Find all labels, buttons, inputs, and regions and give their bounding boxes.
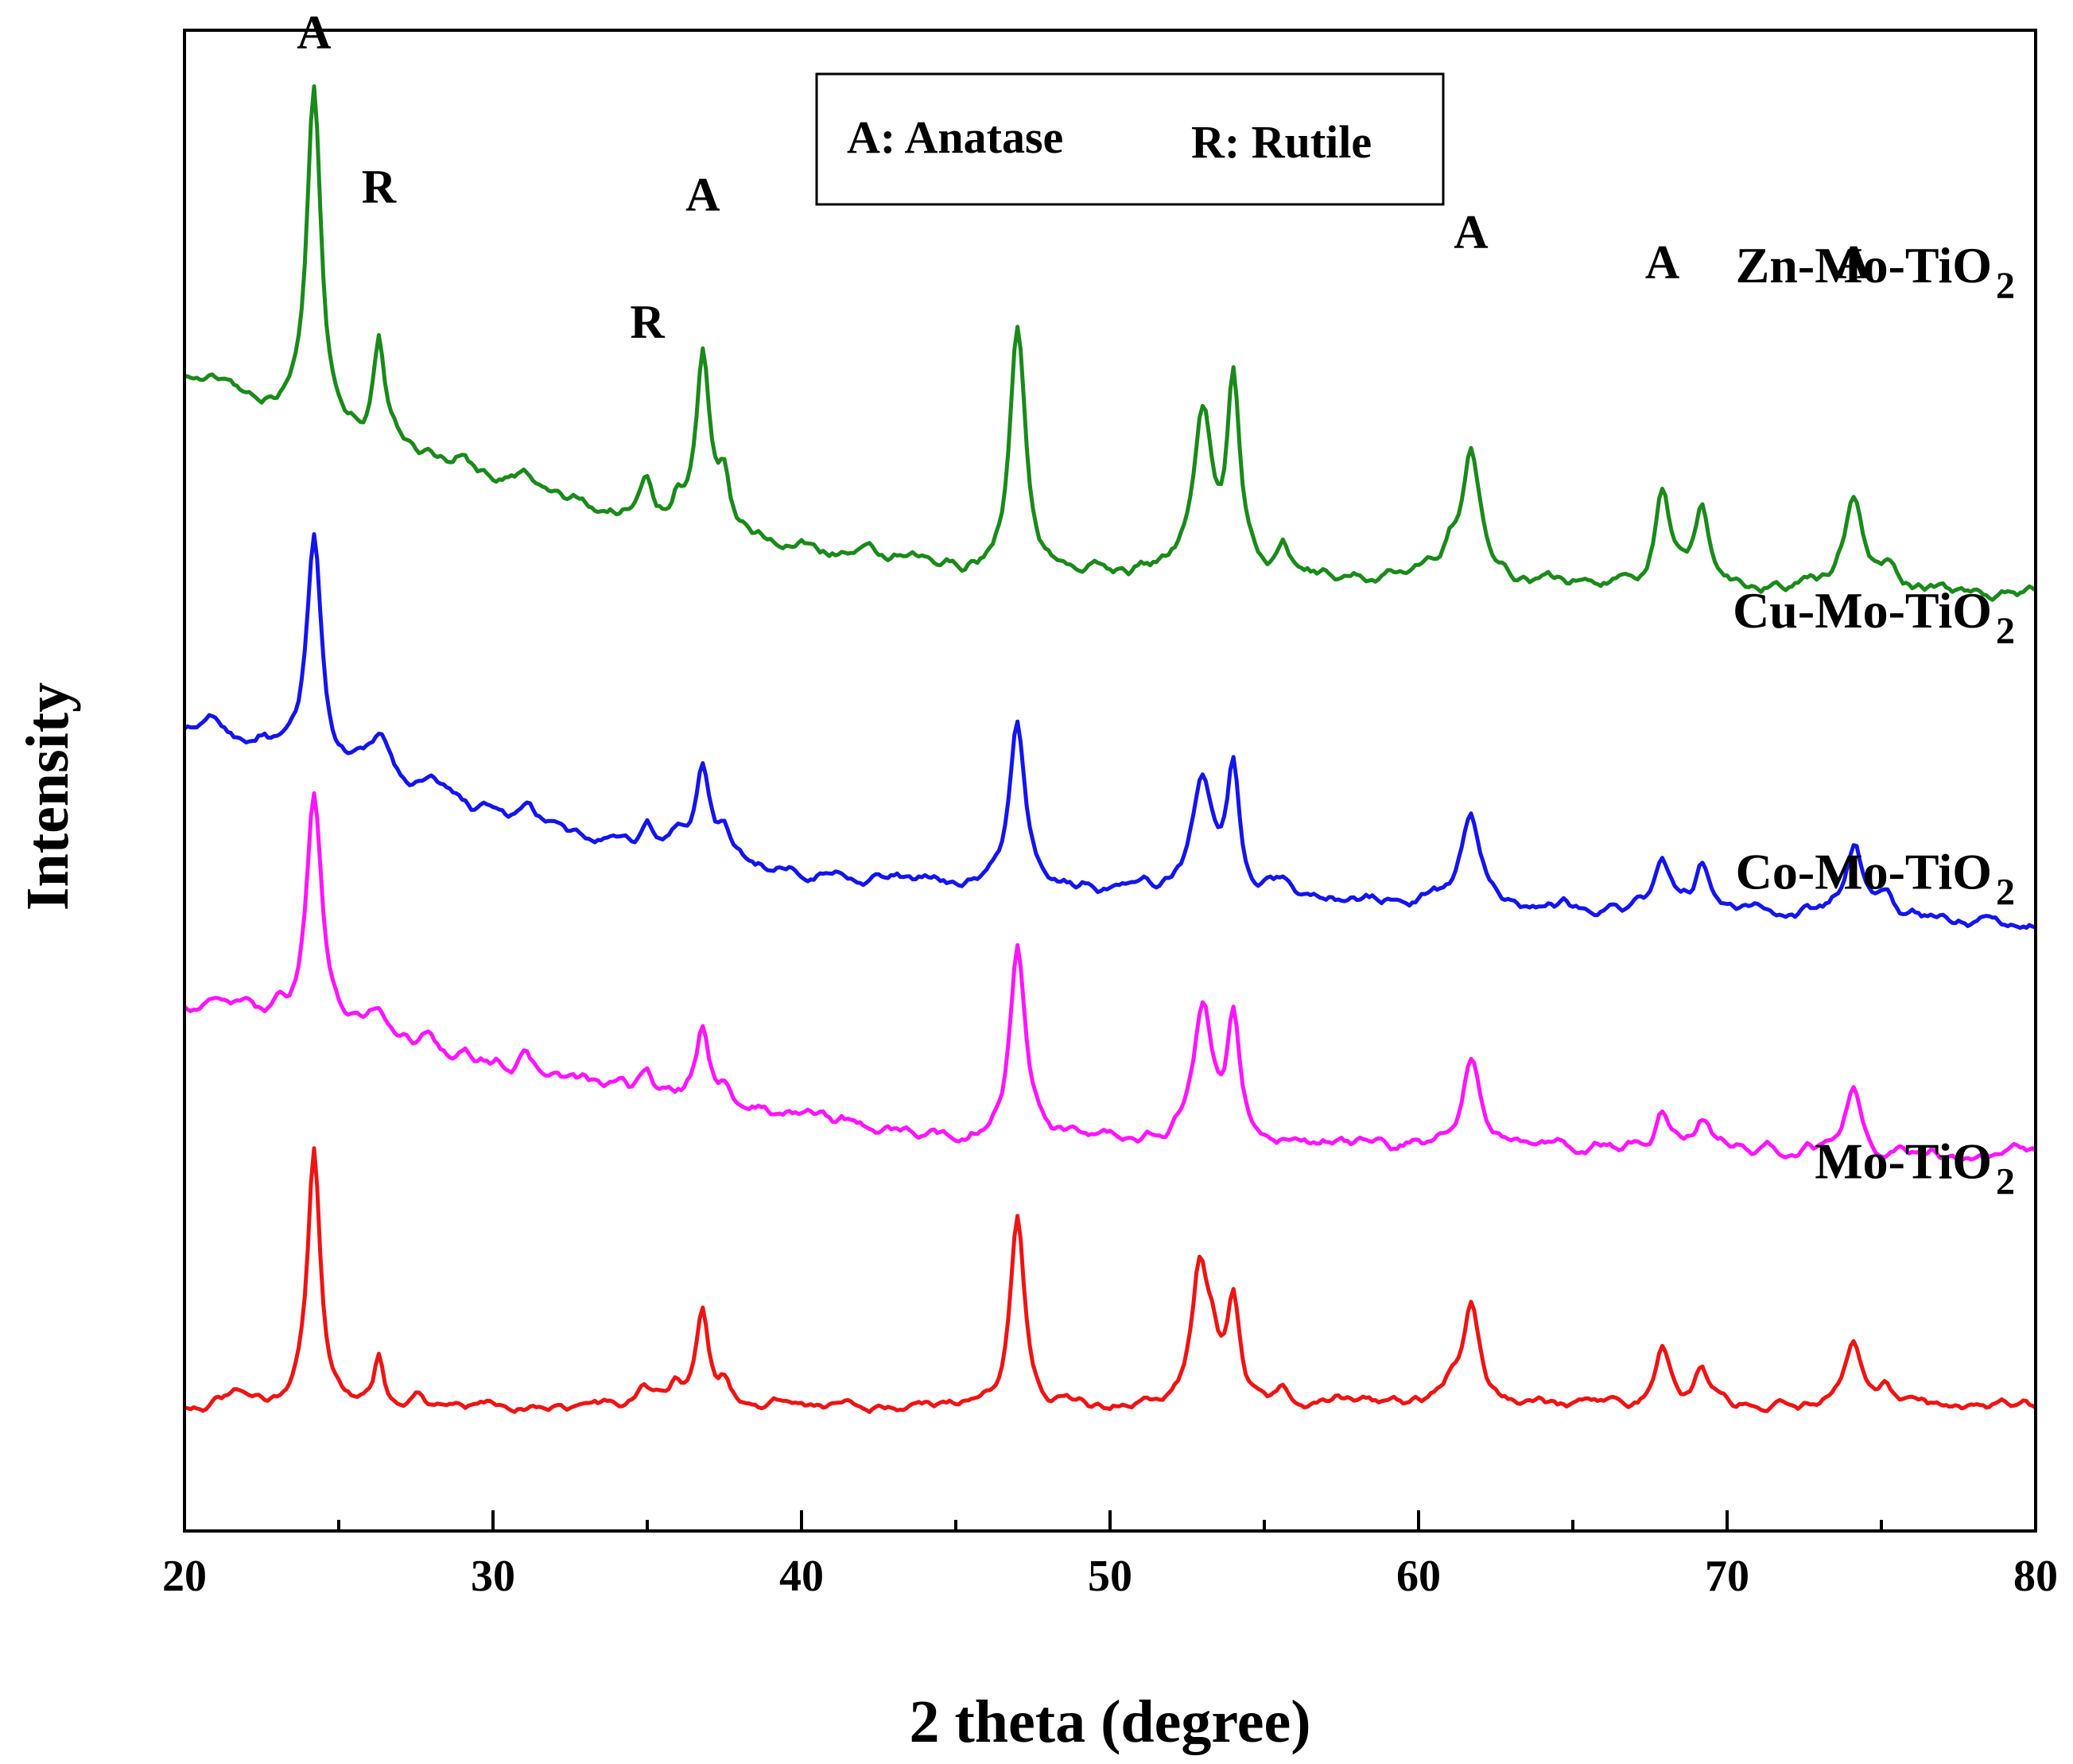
peak-label-2: R xyxy=(630,296,665,348)
legend: A: Anatase R: Rutile xyxy=(815,72,1445,206)
series-label-zn-mo-tio2: Zn-Mo-TiO xyxy=(1736,237,1992,293)
y-axis-label: Intensity xyxy=(14,682,81,911)
series-label-mo-tio2: Mo-TiO xyxy=(1815,1133,1992,1190)
series-label-subscript: 2 xyxy=(1996,1161,2015,1203)
peak-label-3: A xyxy=(685,168,720,220)
x-tick-label-80: 80 xyxy=(2013,1552,2058,1601)
legend-entry-rutile: R: Rutile xyxy=(1191,116,1372,168)
series-line-co-mo-tio2 xyxy=(183,791,2037,1164)
series-label-co-mo-tio2: Co-Mo-TiO xyxy=(1736,843,1992,899)
x-tick-label-30: 30 xyxy=(471,1552,515,1601)
series-label-subscript: 2 xyxy=(1996,610,2015,652)
x-tick-label-60: 60 xyxy=(1396,1552,1441,1601)
legend-box xyxy=(815,72,1445,206)
peak-label-0: A xyxy=(297,6,331,59)
series-line-cu-mo-tio2 xyxy=(183,532,2036,931)
series-label-cu-mo-tio2: Cu-Mo-TiO xyxy=(1733,582,1992,639)
x-tick-label-40: 40 xyxy=(779,1552,824,1601)
x-tick-label-20: 20 xyxy=(162,1552,207,1601)
series-layer xyxy=(183,84,2037,1414)
peak-label-6: A xyxy=(1454,206,1488,258)
peak-label-1: R xyxy=(362,161,397,213)
peak-label-7: A xyxy=(1645,235,1679,288)
legend-entry-anatase: A: Anatase xyxy=(847,111,1063,163)
series-label-subscript: 2 xyxy=(1996,871,2015,913)
series-labels: Zn-Mo-TiO 2Cu-Mo-TiO 2Co-Mo-TiO 2Mo-TiO 2 xyxy=(1733,237,2015,1203)
x-tick-label-70: 70 xyxy=(1705,1552,1749,1601)
axes: 20 30 40 50 60 70 80 xyxy=(162,29,2058,1601)
x-tick-label-50: 50 xyxy=(1088,1552,1132,1601)
peak-label-8: A xyxy=(1836,235,1870,288)
series-line-zn-mo-tio2 xyxy=(184,84,2037,602)
x-axis-label: 2 theta (degree) xyxy=(909,1688,1310,1755)
series-line-mo-tio2 xyxy=(184,1146,2037,1414)
series-label-subscript: 2 xyxy=(1996,265,2015,307)
